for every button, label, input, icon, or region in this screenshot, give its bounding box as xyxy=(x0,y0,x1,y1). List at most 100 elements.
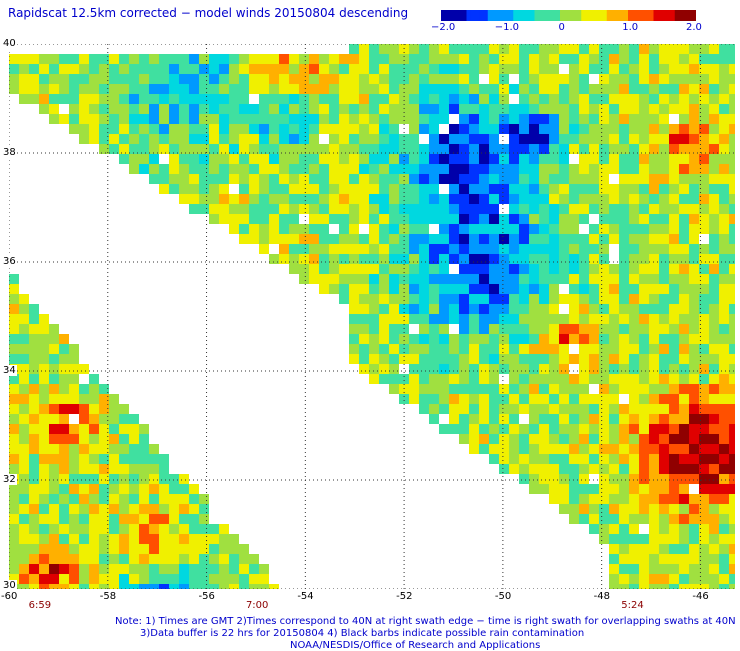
wind-cell xyxy=(669,544,679,554)
wind-cell xyxy=(699,124,709,134)
latitude-tick: 36 xyxy=(2,256,17,267)
wind-cell xyxy=(69,54,79,64)
longitude-tick: -58 xyxy=(99,591,117,602)
wind-cell xyxy=(579,254,589,264)
wind-cell xyxy=(29,554,39,564)
wind-cell xyxy=(519,284,529,294)
wind-cell xyxy=(189,144,199,154)
wind-cell xyxy=(379,234,389,244)
wind-cell xyxy=(669,454,679,464)
wind-cell xyxy=(559,174,569,184)
wind-cell xyxy=(329,134,339,144)
wind-cell xyxy=(709,504,719,514)
wind-cell xyxy=(169,534,179,544)
wind-cell xyxy=(429,154,439,164)
wind-cell xyxy=(59,574,69,584)
wind-cell xyxy=(439,214,449,224)
wind-cell xyxy=(609,454,619,464)
wind-cell xyxy=(179,484,189,494)
colorbar-swatch xyxy=(492,10,497,21)
wind-cell xyxy=(379,64,389,74)
wind-cell xyxy=(679,394,689,404)
wind-cell xyxy=(639,184,649,194)
wind-cell xyxy=(409,94,419,104)
wind-cell xyxy=(719,194,729,204)
wind-cell xyxy=(389,214,399,224)
wind-cell xyxy=(219,64,229,74)
wind-cell xyxy=(349,284,359,294)
wind-cell xyxy=(469,244,479,254)
wind-cell xyxy=(409,334,419,344)
wind-cell xyxy=(729,114,735,124)
wind-cell xyxy=(629,94,639,104)
wind-cell xyxy=(9,424,19,434)
wind-cell xyxy=(229,84,239,94)
wind-cell xyxy=(299,114,309,124)
wind-cell xyxy=(529,124,539,134)
wind-cell xyxy=(49,344,59,354)
wind-cell xyxy=(649,564,659,574)
wind-cell xyxy=(269,64,279,74)
wind-cell xyxy=(649,324,659,334)
wind-cell xyxy=(479,404,489,414)
wind-cell xyxy=(479,394,489,404)
wind-cell xyxy=(179,584,189,589)
wind-cell xyxy=(139,454,149,464)
wind-cell xyxy=(509,334,519,344)
wind-cell xyxy=(79,364,89,374)
wind-cell xyxy=(659,524,669,534)
wind-cell xyxy=(699,74,709,84)
wind-cell xyxy=(129,94,139,104)
wind-cell xyxy=(449,94,459,104)
wind-cell xyxy=(549,74,559,84)
wind-cell xyxy=(479,84,489,94)
wind-cell xyxy=(639,94,649,104)
wind-cell xyxy=(179,154,189,164)
wind-cell xyxy=(699,284,709,294)
wind-cell xyxy=(149,134,159,144)
wind-cell xyxy=(139,544,149,554)
wind-cell xyxy=(299,134,309,144)
wind-cell xyxy=(549,484,559,494)
wind-cell xyxy=(379,284,389,294)
wind-cell xyxy=(449,174,459,184)
wind-cell xyxy=(99,514,109,524)
wind-cell xyxy=(439,64,449,74)
wind-cell xyxy=(469,294,479,304)
wind-cell xyxy=(669,274,679,284)
wind-cell xyxy=(219,124,229,134)
wind-cell xyxy=(639,314,649,324)
wind-cell xyxy=(519,434,529,444)
wind-cell xyxy=(669,54,679,64)
wind-cell xyxy=(499,154,509,164)
wind-cell xyxy=(9,564,19,574)
wind-cell xyxy=(649,254,659,264)
wind-cell xyxy=(679,234,689,244)
wind-cell xyxy=(649,344,659,354)
wind-cell xyxy=(479,294,489,304)
wind-cell xyxy=(619,484,629,494)
wind-cell xyxy=(669,74,679,84)
wind-cell xyxy=(549,54,559,64)
wind-cell xyxy=(339,104,349,114)
colorbar-swatch xyxy=(466,10,472,21)
wind-cell xyxy=(559,84,569,94)
wind-cell xyxy=(399,294,409,304)
wind-cell xyxy=(569,124,579,134)
wind-cell xyxy=(649,384,659,394)
wind-cell xyxy=(579,184,589,194)
wind-cell xyxy=(649,304,659,314)
wind-cell xyxy=(399,174,409,184)
wind-cell xyxy=(159,554,169,564)
wind-cell xyxy=(449,84,459,94)
colorbar-swatch xyxy=(500,10,506,21)
wind-cell xyxy=(429,64,439,74)
wind-cell xyxy=(99,384,109,394)
wind-cell xyxy=(559,114,569,124)
wind-cell xyxy=(679,584,689,589)
wind-cell xyxy=(679,424,689,434)
wind-cell xyxy=(719,44,729,54)
wind-cell xyxy=(539,64,549,74)
wind-cell xyxy=(619,354,629,364)
wind-cell xyxy=(369,174,379,184)
